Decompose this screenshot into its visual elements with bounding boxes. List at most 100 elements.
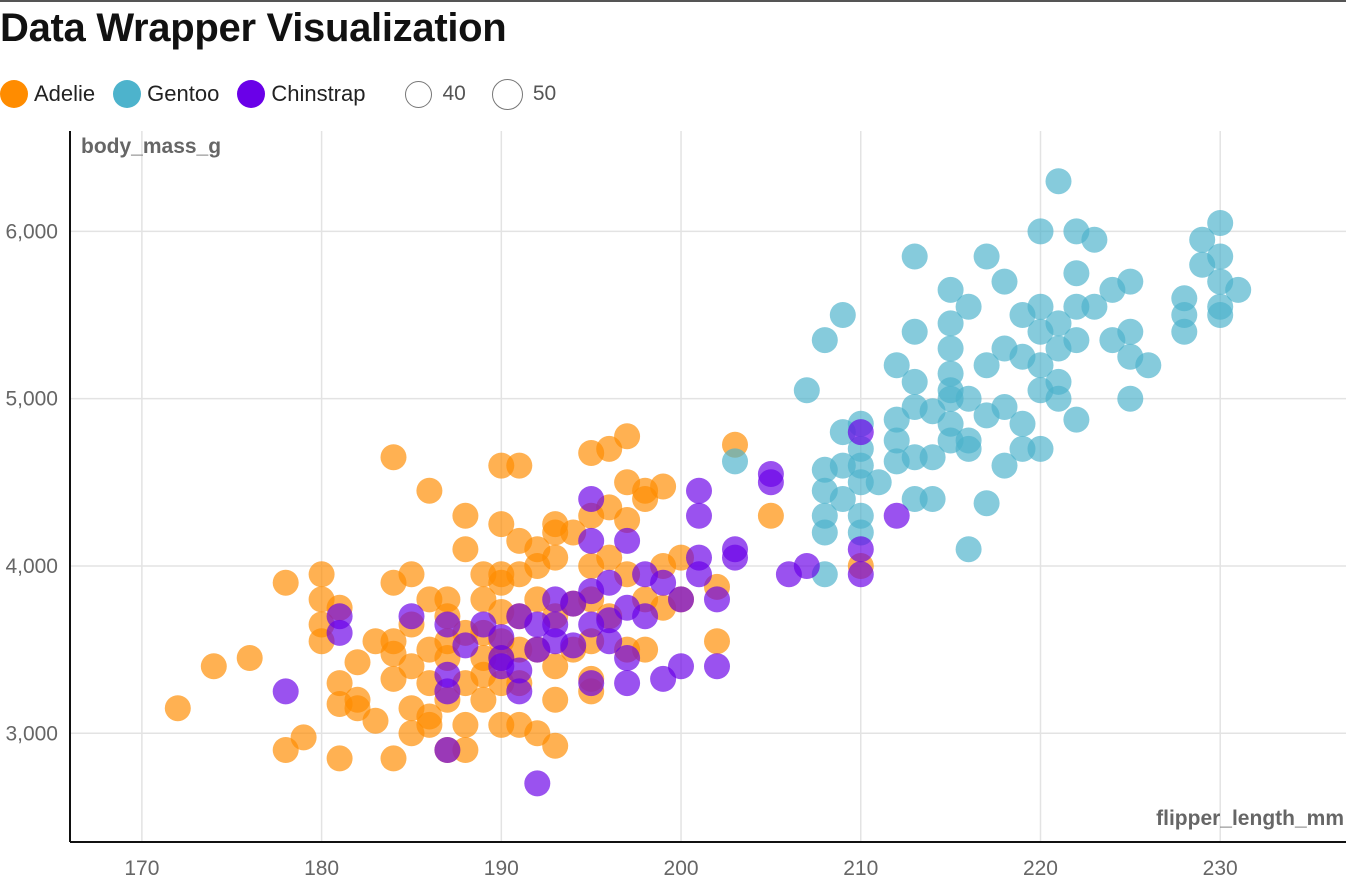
data-point-chinstrap[interactable] <box>883 502 910 529</box>
data-point-gentoo[interactable] <box>919 486 946 512</box>
data-point-adelie[interactable] <box>542 732 569 759</box>
data-point-gentoo[interactable] <box>883 352 910 379</box>
data-point-adelie[interactable] <box>236 645 263 671</box>
data-point-adelie[interactable] <box>488 711 515 738</box>
data-point-gentoo[interactable] <box>1045 168 1072 195</box>
data-point-adelie[interactable] <box>668 544 694 571</box>
data-point-gentoo[interactable] <box>973 352 1000 379</box>
data-point-chinstrap[interactable] <box>668 653 694 680</box>
data-point-chinstrap[interactable] <box>488 624 515 651</box>
data-point-gentoo[interactable] <box>991 452 1018 479</box>
data-point-gentoo[interactable] <box>1207 302 1234 328</box>
data-point-gentoo[interactable] <box>811 327 838 354</box>
data-point-gentoo[interactable] <box>973 243 1000 270</box>
data-point-adelie[interactable] <box>416 711 443 738</box>
data-point-adelie[interactable] <box>757 502 784 529</box>
data-point-adelie[interactable] <box>452 711 479 738</box>
data-point-chinstrap[interactable] <box>793 553 820 579</box>
data-point-gentoo[interactable] <box>1045 385 1072 412</box>
data-point-adelie[interactable] <box>470 686 497 713</box>
data-point-gentoo[interactable] <box>937 310 964 337</box>
data-point-adelie[interactable] <box>542 686 569 713</box>
data-point-chinstrap[interactable] <box>668 586 694 613</box>
data-point-adelie[interactable] <box>542 653 569 680</box>
data-point-gentoo[interactable] <box>1081 226 1108 253</box>
data-point-adelie[interactable] <box>542 544 569 571</box>
data-point-chinstrap[interactable] <box>578 527 605 554</box>
data-point-adelie[interactable] <box>650 473 677 500</box>
data-point-gentoo[interactable] <box>1009 410 1036 437</box>
data-point-chinstrap[interactable] <box>847 536 874 563</box>
data-point-chinstrap[interactable] <box>632 603 659 630</box>
data-point-adelie[interactable] <box>452 536 479 563</box>
data-point-chinstrap[interactable] <box>686 561 712 588</box>
data-point-gentoo[interactable] <box>937 385 964 412</box>
data-point-gentoo[interactable] <box>1027 218 1054 245</box>
data-point-chinstrap[interactable] <box>434 678 461 705</box>
data-point-gentoo[interactable] <box>847 469 874 496</box>
data-point-chinstrap[interactable] <box>704 653 730 680</box>
data-point-adelie[interactable] <box>416 586 443 613</box>
data-point-gentoo[interactable] <box>901 368 928 395</box>
data-point-adelie[interactable] <box>290 724 317 751</box>
legend-item-chinstrap[interactable]: Chinstrap <box>237 80 365 108</box>
data-point-gentoo[interactable] <box>901 243 928 270</box>
legend-item-adelie[interactable]: Adelie <box>0 80 95 108</box>
data-point-gentoo[interactable] <box>1027 435 1054 462</box>
data-point-gentoo[interactable] <box>1063 260 1090 287</box>
data-point-gentoo[interactable] <box>793 377 820 404</box>
data-point-gentoo[interactable] <box>1009 435 1036 462</box>
data-point-gentoo[interactable] <box>1171 318 1198 345</box>
data-point-chinstrap[interactable] <box>326 619 353 646</box>
data-point-chinstrap[interactable] <box>596 569 623 596</box>
data-point-chinstrap[interactable] <box>578 486 605 512</box>
data-point-chinstrap[interactable] <box>650 569 677 596</box>
data-point-chinstrap[interactable] <box>452 632 479 659</box>
data-point-gentoo[interactable] <box>955 536 982 563</box>
data-point-gentoo[interactable] <box>919 444 946 471</box>
data-point-gentoo[interactable] <box>1063 293 1090 320</box>
data-point-adelie[interactable] <box>200 653 227 680</box>
data-point-gentoo[interactable] <box>955 293 982 320</box>
data-point-gentoo[interactable] <box>1207 210 1234 236</box>
data-point-gentoo[interactable] <box>1207 243 1234 270</box>
data-point-adelie[interactable] <box>524 586 551 613</box>
data-point-chinstrap[interactable] <box>847 419 874 446</box>
data-point-gentoo[interactable] <box>1117 268 1144 295</box>
data-point-gentoo[interactable] <box>1135 352 1162 379</box>
data-point-gentoo[interactable] <box>829 452 856 479</box>
data-point-adelie[interactable] <box>380 665 407 692</box>
data-point-chinstrap[interactable] <box>506 678 533 705</box>
data-point-gentoo[interactable] <box>829 486 856 512</box>
data-point-gentoo[interactable] <box>1189 226 1216 253</box>
data-point-adelie[interactable] <box>614 507 641 533</box>
data-point-chinstrap[interactable] <box>434 611 461 638</box>
data-point-adelie[interactable] <box>362 707 389 734</box>
data-point-adelie[interactable] <box>272 569 299 596</box>
data-point-gentoo[interactable] <box>937 276 964 303</box>
data-point-adelie[interactable] <box>164 695 191 722</box>
data-point-adelie[interactable] <box>308 561 335 588</box>
data-point-gentoo[interactable] <box>955 435 982 462</box>
data-point-gentoo[interactable] <box>1081 293 1108 320</box>
data-point-chinstrap[interactable] <box>614 670 641 697</box>
data-point-adelie[interactable] <box>344 649 371 676</box>
data-point-chinstrap[interactable] <box>578 670 605 697</box>
data-point-gentoo[interactable] <box>937 335 964 362</box>
data-point-chinstrap[interactable] <box>560 632 587 659</box>
data-point-chinstrap[interactable] <box>272 678 299 705</box>
data-point-gentoo[interactable] <box>829 302 856 328</box>
data-point-gentoo[interactable] <box>1045 310 1072 337</box>
data-point-gentoo[interactable] <box>1027 293 1054 320</box>
data-point-adelie[interactable] <box>542 519 569 546</box>
data-point-chinstrap[interactable] <box>614 527 641 554</box>
data-point-chinstrap[interactable] <box>757 469 784 496</box>
data-point-adelie[interactable] <box>506 452 533 479</box>
data-point-adelie[interactable] <box>704 628 730 655</box>
data-point-gentoo[interactable] <box>901 486 928 512</box>
data-point-gentoo[interactable] <box>991 394 1018 420</box>
data-point-chinstrap[interactable] <box>524 770 551 797</box>
data-point-chinstrap[interactable] <box>524 611 551 638</box>
data-point-gentoo[interactable] <box>1117 385 1144 412</box>
data-point-chinstrap[interactable] <box>847 561 874 588</box>
